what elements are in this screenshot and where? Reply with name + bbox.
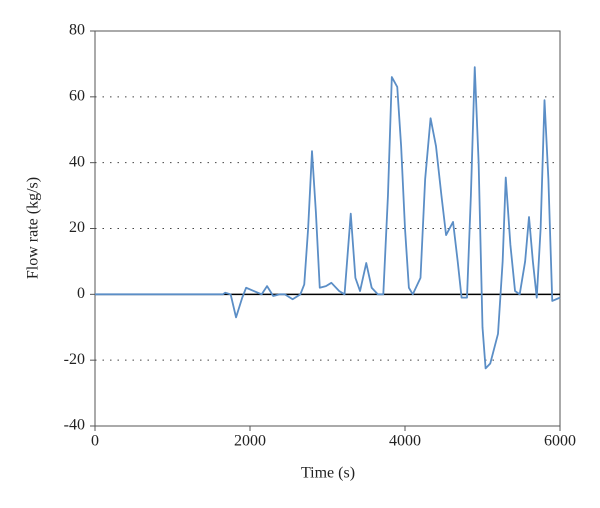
y-tick-label: 0 <box>77 285 85 302</box>
y-tick-label: 40 <box>69 153 85 170</box>
y-axis-label: Flow rate (kg/s) <box>25 177 42 279</box>
y-tick-label: -40 <box>64 417 85 434</box>
x-tick-label: 4000 <box>389 433 421 450</box>
y-tick-label: 60 <box>69 88 85 105</box>
x-tick-label: 6000 <box>544 433 576 450</box>
y-tick-label: 80 <box>69 22 85 39</box>
y-tick-label: -20 <box>64 351 85 368</box>
x-tick-label: 0 <box>91 433 99 450</box>
x-axis-label: Time (s) <box>301 465 355 482</box>
y-tick-label: 20 <box>69 219 85 236</box>
data-line <box>95 66 561 370</box>
x-tick-label: 2000 <box>234 433 266 450</box>
